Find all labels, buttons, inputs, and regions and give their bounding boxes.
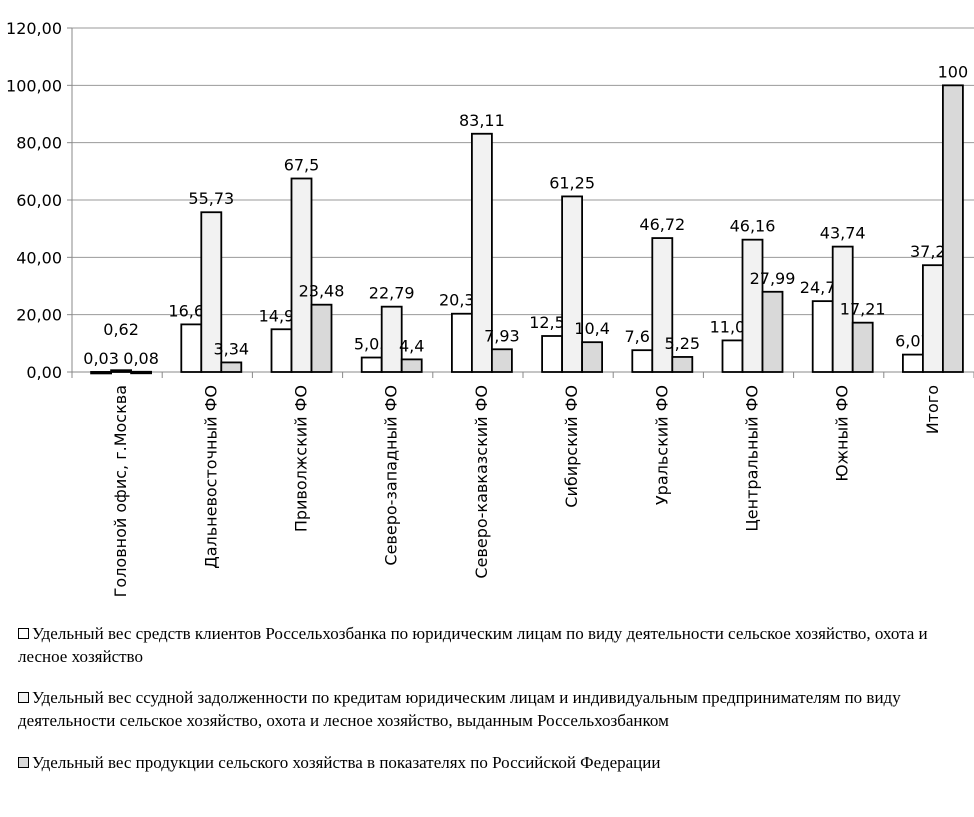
bar (360, 356, 383, 373)
y-tick-label: 60,00 (16, 191, 62, 210)
bar (721, 339, 744, 373)
data-label: 7,93 (484, 326, 520, 345)
data-label: 27,99 (750, 269, 796, 288)
bar (450, 312, 473, 373)
bar (380, 305, 403, 373)
category-label: Приволжский ФО (292, 385, 311, 532)
data-label: 4,4 (399, 336, 424, 355)
bar (922, 264, 944, 373)
bar (851, 321, 874, 373)
legend-swatch (18, 628, 29, 639)
category-label: Северо-западный ФО (382, 385, 401, 566)
legend-item-loans: Удельный вес ссудной задолженности по кр… (18, 686, 968, 732)
bar (741, 238, 764, 373)
y-tick-label: 80,00 (16, 134, 62, 153)
bar (110, 369, 132, 373)
data-label: 17,21 (840, 300, 886, 319)
bar (310, 303, 333, 373)
bar (902, 353, 924, 373)
bar (200, 211, 223, 373)
data-label: 61,25 (549, 173, 595, 192)
category-label: Уральский ФО (652, 385, 671, 505)
bar (561, 195, 583, 373)
data-label: 46,72 (639, 215, 685, 234)
legend-item-agri-production: Удельный вес продукции сельского хозяйст… (18, 751, 968, 774)
legend-item-clients-funds: Удельный вес средств клиентов Россельхоз… (18, 622, 968, 668)
y-tick-label: 100,00 (6, 76, 62, 95)
bar (270, 328, 293, 373)
data-label: 83,11 (459, 111, 505, 130)
bar (581, 341, 603, 373)
bar (290, 177, 313, 373)
data-label: 10,4 (574, 319, 610, 338)
data-label: 0,08 (123, 349, 159, 368)
legend-label: Удельный вес продукции сельского хозяйст… (32, 753, 661, 772)
legend-swatch (18, 757, 29, 768)
data-label: 46,16 (730, 217, 776, 236)
bar (90, 371, 112, 375)
data-label: 6,07 (895, 332, 931, 351)
data-label: 43,74 (820, 224, 866, 243)
bar (400, 358, 423, 373)
legend-swatch (18, 692, 29, 703)
category-label: Северо-кавказский ФО (472, 385, 491, 579)
bar-chart: 0,00 20,00 40,00 60,00 80,00 100,00 120,00 0,03… (6, 19, 974, 597)
bar (220, 361, 243, 373)
bar (761, 290, 784, 373)
category-label: Центральный ФО (743, 385, 762, 532)
bar (541, 335, 563, 373)
data-label: 67,5 (284, 156, 320, 175)
data-label: 22,79 (369, 284, 415, 303)
data-label: 5,05 (354, 335, 390, 354)
bar (130, 370, 153, 375)
data-label: 23,48 (299, 282, 345, 301)
data-label: 0,03 (83, 349, 119, 368)
category-label: Дальневосточный ФО (201, 385, 220, 569)
bar (671, 356, 694, 373)
y-tick-label: 120,00 (6, 19, 62, 38)
bar (831, 245, 854, 373)
category-label: Южный ФО (833, 385, 852, 482)
y-tick-label: 20,00 (16, 306, 62, 325)
category-label: Сибирский ФО (562, 385, 581, 508)
category-label: Итого (923, 385, 942, 434)
legend-label: Удельный вес средств клиентов Россельхоз… (18, 624, 928, 666)
data-label: 0,62 (103, 320, 139, 339)
bar (180, 323, 203, 373)
data-label: 5,25 (664, 334, 700, 353)
y-tick-label: 0,00 (26, 363, 62, 382)
data-label: 3,34 (213, 339, 249, 358)
data-label: 55,73 (188, 189, 234, 208)
bar (651, 237, 674, 373)
y-tick-label: 40,00 (16, 248, 62, 267)
data-label: 100 (938, 62, 969, 81)
data-label: 7,61 (624, 327, 660, 346)
bar (470, 132, 493, 373)
legend-label: Удельный вес ссудной задолженности по кр… (18, 688, 901, 730)
bar (811, 300, 834, 373)
bar (631, 349, 654, 373)
bar (490, 348, 513, 373)
category-label: Головной офис, г.Москва (111, 385, 130, 597)
bar (942, 84, 964, 373)
